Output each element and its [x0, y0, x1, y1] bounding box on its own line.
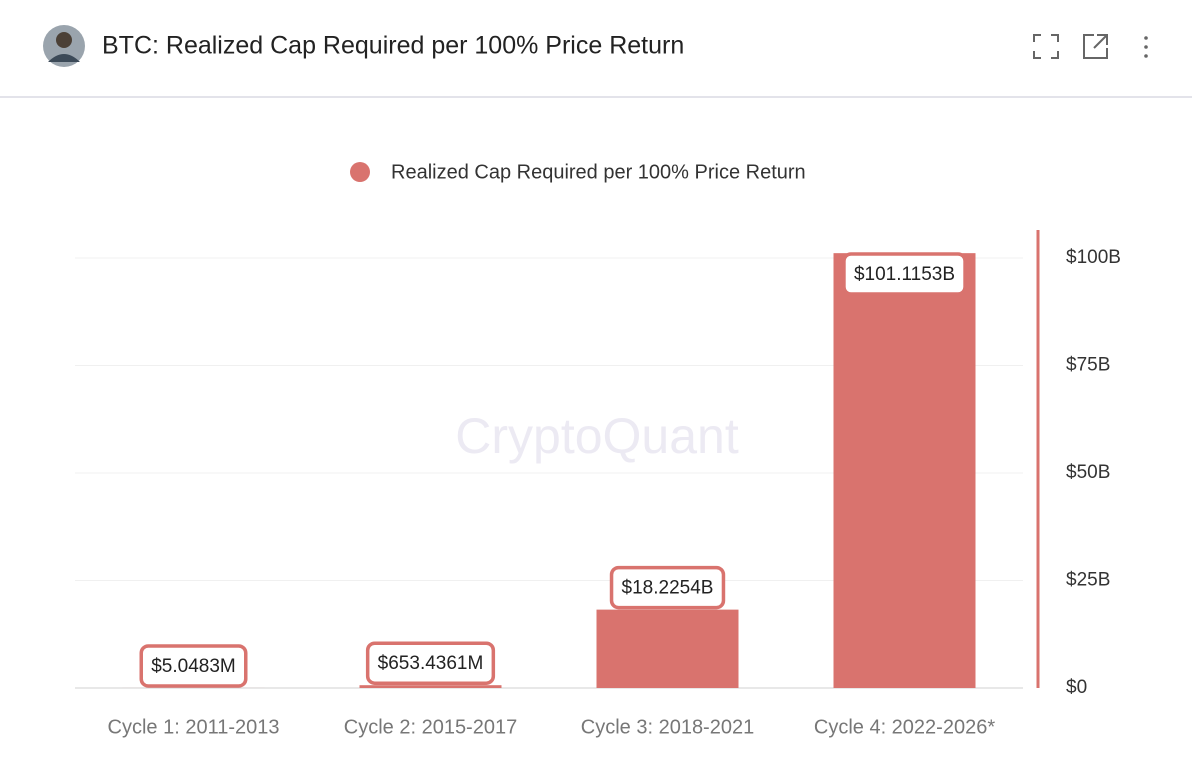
watermark: CryptoQuant: [455, 408, 739, 464]
y-tick-label: $100B: [1066, 247, 1121, 268]
bar: [597, 610, 739, 688]
x-tick-label: Cycle 2: 2015-2017: [344, 716, 517, 738]
data-label: $5.0483M: [141, 646, 246, 686]
y-tick-label: $0: [1066, 677, 1087, 698]
data-label: $18.2254B: [612, 568, 724, 608]
y-tick-label: $75B: [1066, 354, 1110, 375]
y-tick-label: $25B: [1066, 570, 1110, 591]
legend-marker: [350, 162, 370, 182]
data-label-text: $101.1153B: [854, 264, 955, 285]
bar: [360, 685, 502, 688]
data-label: $101.1153B: [844, 254, 965, 294]
x-tick-label: Cycle 1: 2011-2013: [108, 716, 280, 738]
bar: [834, 253, 976, 688]
avatar-head: [56, 32, 72, 48]
data-label-text: $653.4361M: [378, 653, 484, 674]
data-label-text: $5.0483M: [151, 656, 236, 677]
legend-label: Realized Cap Required per 100% Price Ret…: [391, 161, 806, 183]
x-tick-label: Cycle 4: 2022-2026*: [814, 716, 995, 738]
data-label: $653.4361M: [368, 643, 494, 683]
title: BTC: Realized Cap Required per 100% Pric…: [102, 32, 684, 60]
y-tick-label: $50B: [1066, 462, 1110, 483]
data-label-text: $18.2254B: [622, 578, 714, 599]
x-tick-label: Cycle 3: 2018-2021: [581, 716, 754, 738]
